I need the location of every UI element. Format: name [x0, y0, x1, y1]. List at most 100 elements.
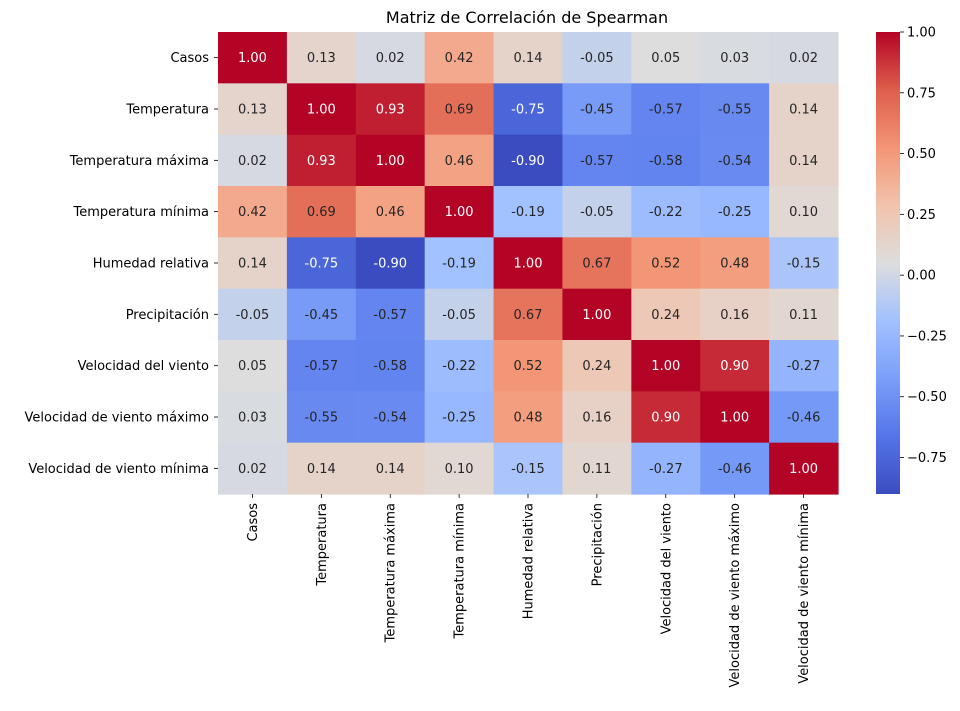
- heatmap-cell: [286, 186, 357, 238]
- row-tick-labels: Casos Temperatura Temperatura máxima Temper…: [25, 51, 218, 477]
- cell-value-label: -0.58: [373, 359, 407, 374]
- heatmap-cell: [700, 83, 770, 136]
- cell-value-label: -0.57: [373, 308, 407, 323]
- cell-value-label: 0.13: [238, 103, 267, 118]
- heatmap-cell: [769, 186, 839, 238]
- cell-value-label: -0.45: [580, 103, 614, 118]
- heatmap-cell: [631, 186, 701, 238]
- heatmap-cell: [700, 186, 770, 238]
- cell-value-label: 0.42: [238, 205, 267, 220]
- cell-value-label: 0.24: [651, 308, 680, 323]
- heatmap-cell: [424, 83, 495, 136]
- column-label: Humedad relativa: [522, 503, 537, 619]
- cell-value-label: -0.58: [649, 154, 683, 169]
- cell-value-label: 0.10: [789, 205, 818, 220]
- heatmap-cell: [218, 391, 288, 444]
- cell-value-label: 0.16: [582, 411, 611, 426]
- cell-value-label: 1.00: [376, 154, 405, 169]
- cell-value-label: -0.19: [442, 257, 476, 272]
- heatmap-cell: [424, 186, 495, 238]
- heatmap-cell: [286, 134, 357, 187]
- heatmap-cell: [700, 237, 770, 290]
- cell-value-label: 0.46: [445, 154, 474, 169]
- cell-value-label: 0.14: [789, 103, 818, 118]
- column-label: Casos: [246, 503, 261, 542]
- cell-value-label: -0.25: [442, 411, 476, 426]
- cell-value-label: -0.15: [787, 257, 821, 272]
- heatmap-cell: [700, 340, 770, 392]
- cell-value-label: -0.57: [649, 103, 683, 118]
- heatmap-cell: [355, 442, 426, 495]
- heatmap-cell: [769, 340, 839, 392]
- heatmap-cell: [700, 288, 770, 341]
- row-label: Precipitación: [126, 308, 209, 323]
- colorbar-gradient: [876, 32, 900, 494]
- cell-value-label: 1.00: [445, 205, 474, 220]
- heatmap-cell: [769, 288, 839, 341]
- cell-value-label: -0.25: [718, 205, 752, 220]
- column-label: Velocidad de viento mínima: [797, 503, 812, 684]
- heatmap-cells: 1.00 0.13 0.02 0.42 0.14 -0.05 0.05 0.03 0.02 0.1…: [218, 32, 839, 495]
- cell-value-label: 0.69: [307, 205, 336, 220]
- heatmap-cell: [286, 32, 357, 84]
- cell-value-label: 0.14: [307, 462, 336, 477]
- heatmap-cell: [424, 32, 495, 84]
- heatmap-cell: [493, 340, 564, 392]
- cell-value-label: 1.00: [651, 359, 680, 374]
- cell-value-label: 0.11: [582, 462, 611, 477]
- heatmap-cell: [700, 442, 770, 495]
- heatmap-cell: [286, 442, 357, 495]
- chart-title: Matriz de Correlación de Spearman: [386, 8, 668, 27]
- cell-value-label: -0.46: [787, 411, 821, 426]
- cell-value-label: 0.05: [651, 51, 680, 66]
- heatmap-cell: [493, 391, 564, 444]
- cell-value-label: -0.54: [373, 411, 407, 426]
- cell-value-label: 0.14: [514, 51, 543, 66]
- colorbar-tick-label: −0.75: [907, 451, 947, 466]
- colorbar-tick-label: 0.50: [907, 147, 936, 162]
- heatmap-cell: [700, 32, 770, 84]
- column-label: Temperatura máxima: [384, 503, 399, 643]
- colorbar-ticks: 1.00 0.75 0.50 0.25 0.00 −0.25 −0.50 −0.75: [900, 26, 947, 466]
- heatmap-cell: [424, 340, 495, 392]
- cell-value-label: -0.05: [580, 205, 614, 220]
- heatmap-cell: [355, 340, 426, 392]
- cell-value-label: 0.90: [720, 359, 749, 374]
- heatmap-cell: [631, 288, 701, 341]
- cell-value-label: 0.93: [307, 154, 336, 169]
- cell-value-label: -0.55: [718, 103, 752, 118]
- colorbar-tick-label: 1.00: [907, 26, 936, 41]
- row-label: Temperatura máxima: [69, 154, 209, 169]
- column-label: Precipitación: [590, 503, 605, 586]
- heatmap-cell: [631, 340, 701, 392]
- cell-value-label: 1.00: [238, 51, 267, 66]
- cell-value-label: 0.11: [789, 308, 818, 323]
- cell-value-label: -0.90: [511, 154, 545, 169]
- row-label: Humedad relativa: [93, 257, 209, 272]
- row-label: Velocidad del viento: [78, 359, 209, 374]
- heatmap-cell: [218, 83, 288, 136]
- heatmap-cell: [562, 237, 632, 290]
- cell-value-label: 0.03: [720, 51, 749, 66]
- heatmap-cell: [218, 186, 288, 238]
- cell-value-label: 0.14: [238, 257, 267, 272]
- heatmap-cell: [631, 442, 701, 495]
- heatmap-cell: [562, 32, 632, 84]
- cell-value-label: -0.19: [511, 205, 545, 220]
- cell-value-label: 0.42: [445, 51, 474, 66]
- cell-value-label: -0.27: [649, 462, 683, 477]
- heatmap-cell: [218, 32, 288, 84]
- heatmap-cell: [769, 83, 839, 136]
- heatmap-cell: [562, 83, 632, 136]
- cell-value-label: 0.69: [445, 103, 474, 118]
- column-tick-labels: Casos Temperatura Temperatura máxima Temper…: [246, 494, 812, 687]
- cell-value-label: -0.54: [718, 154, 752, 169]
- cell-value-label: 0.48: [514, 411, 543, 426]
- cell-value-label: -0.45: [305, 308, 339, 323]
- heatmap-cell: [631, 134, 701, 187]
- cell-value-label: 0.14: [376, 462, 405, 477]
- heatmap-cell: [562, 391, 632, 444]
- heatmap-cell: [562, 186, 632, 238]
- heatmap-cell: [493, 83, 564, 136]
- row-label: Casos: [170, 51, 209, 66]
